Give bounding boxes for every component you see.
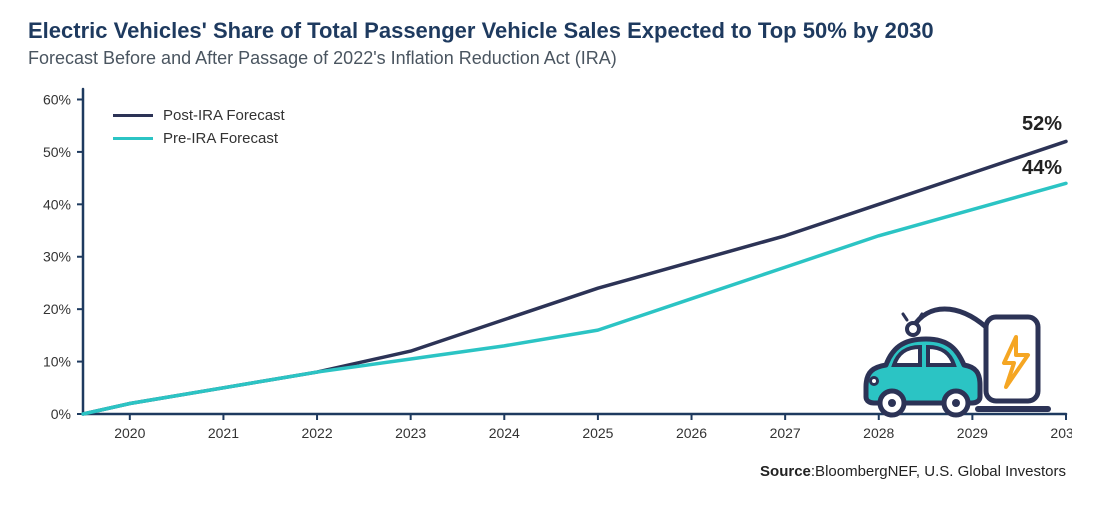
chart-legend: Post-IRA Forecast Pre-IRA Forecast <box>113 107 285 153</box>
svg-text:0%: 0% <box>51 406 71 422</box>
legend-item-pre-ira: Pre-IRA Forecast <box>113 130 285 147</box>
legend-label: Post-IRA Forecast <box>163 107 285 124</box>
series-end-label-post-ira: 52% <box>1022 113 1062 136</box>
legend-swatch <box>113 114 153 117</box>
source-label: Source <box>760 463 811 480</box>
svg-text:2025: 2025 <box>582 425 613 441</box>
chart-source: Source:BloombergNEF, U.S. Global Investo… <box>28 463 1072 480</box>
svg-text:2022: 2022 <box>301 425 332 441</box>
svg-text:2023: 2023 <box>395 425 426 441</box>
svg-text:40%: 40% <box>43 196 71 212</box>
legend-swatch <box>113 137 153 140</box>
svg-text:10%: 10% <box>43 354 71 370</box>
chart-title: Electric Vehicles' Share of Total Passen… <box>28 18 1072 44</box>
legend-label: Pre-IRA Forecast <box>163 130 278 147</box>
svg-text:2020: 2020 <box>114 425 145 441</box>
svg-text:2021: 2021 <box>208 425 239 441</box>
svg-text:2030: 2030 <box>1050 425 1072 441</box>
source-text: :BloombergNEF, U.S. Global Investors <box>811 463 1066 480</box>
svg-text:2027: 2027 <box>770 425 801 441</box>
svg-text:2029: 2029 <box>957 425 988 441</box>
chart-subtitle: Forecast Before and After Passage of 202… <box>28 48 1072 69</box>
svg-text:2026: 2026 <box>676 425 707 441</box>
svg-text:20%: 20% <box>43 301 71 317</box>
svg-text:2028: 2028 <box>863 425 894 441</box>
series-end-label-pre-ira: 44% <box>1022 157 1062 180</box>
legend-item-post-ira: Post-IRA Forecast <box>113 107 285 124</box>
chart-container: 0% 10% 20% 30% 40% 50% 60% 2020 2021 2022 2023 2024… <box>28 79 1072 459</box>
svg-text:60%: 60% <box>43 91 71 107</box>
svg-text:30%: 30% <box>43 249 71 265</box>
svg-text:2024: 2024 <box>489 425 520 441</box>
svg-text:50%: 50% <box>43 144 71 160</box>
